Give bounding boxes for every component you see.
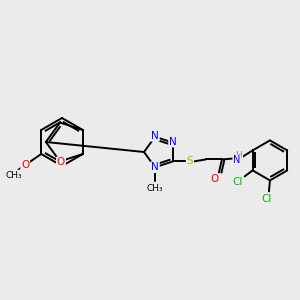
Text: O: O [57, 158, 65, 167]
Text: O: O [21, 160, 29, 170]
Text: N: N [169, 136, 177, 147]
Text: N: N [151, 162, 159, 172]
Text: N: N [233, 155, 241, 165]
Text: H: H [236, 151, 242, 160]
Text: O: O [211, 174, 219, 184]
Text: CH₃: CH₃ [147, 184, 164, 193]
Text: S: S [187, 156, 193, 167]
Text: N: N [151, 131, 159, 141]
Text: Cl: Cl [232, 177, 243, 188]
Text: CH₃: CH₃ [6, 170, 22, 179]
Text: Cl: Cl [262, 194, 272, 204]
